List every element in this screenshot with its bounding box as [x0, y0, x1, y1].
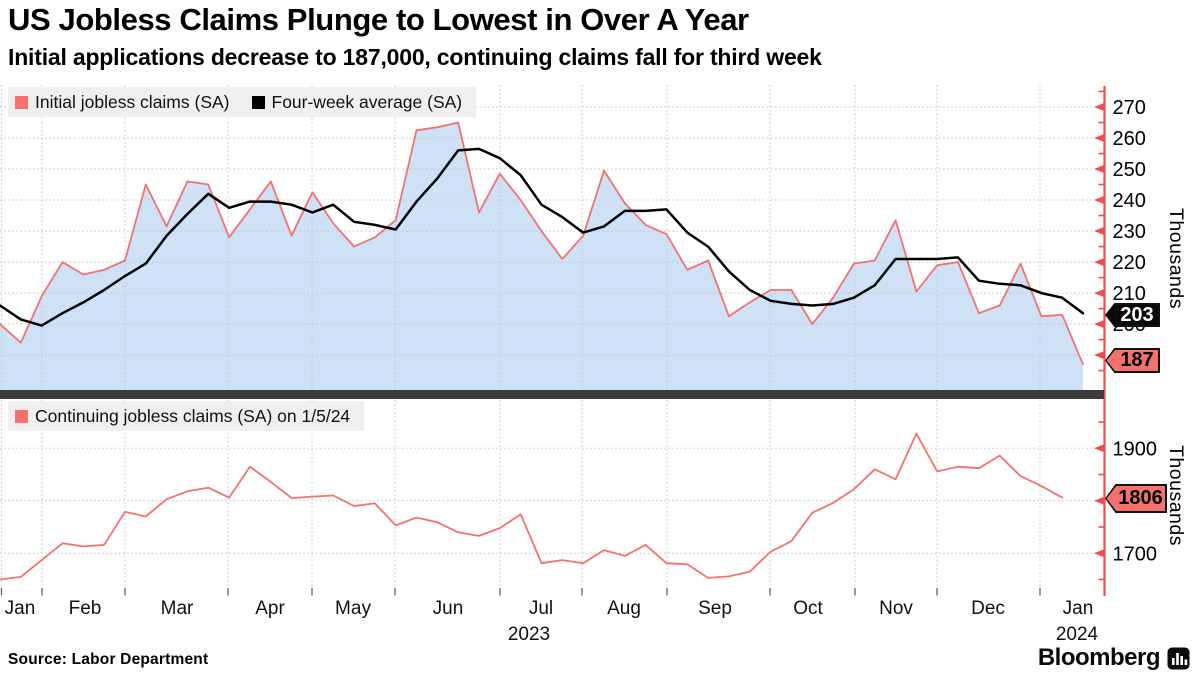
last-value-tag-initial-claims: 187: [1105, 348, 1160, 373]
source-credit: Source: Labor Department: [8, 651, 209, 668]
x-axis-month-label: Aug: [607, 598, 641, 619]
x-axis-month-label: Feb: [69, 598, 102, 619]
y-tick-arrow-icon: [1094, 102, 1106, 112]
area-fill-initial-jobless-claims: [0, 122, 1083, 392]
y-tick-label: 270: [1113, 97, 1146, 119]
y-tick-arrow-icon: [1094, 319, 1106, 329]
y-tick-arrow-icon: [1094, 133, 1106, 143]
legend-swatch-black-icon: [251, 95, 265, 109]
bloomberg-logo: Bloomberg: [1038, 644, 1190, 672]
legend-item-initial-claims: Initial jobless claims (SA): [15, 92, 230, 113]
y-tick-arrow-icon: [1094, 195, 1106, 205]
last-value-continuing-claims: 1806: [1118, 487, 1163, 509]
page-subtitle: Initial applications decrease to 187,000…: [8, 44, 822, 70]
last-value-tag-continuing-claims: 1806: [1105, 484, 1167, 513]
x-axis-month-label: Jan: [5, 598, 36, 619]
y-tick-label: 260: [1113, 128, 1146, 150]
x-axis-month-label: Jun: [433, 598, 464, 619]
legend-item-continuing-claims: Continuing jobless claims (SA) on 1/5/24: [15, 406, 350, 427]
y-tick-label: 210: [1113, 283, 1146, 305]
y-tick-arrow-icon: [1094, 226, 1106, 236]
last-value-tag-four-week-average: 203: [1105, 303, 1160, 327]
y-tick-arrow-icon: [1094, 443, 1106, 453]
legend-label: Initial jobless claims (SA): [35, 91, 230, 112]
series-line-four-week-average: [0, 147, 1085, 327]
y-tick-label: 230: [1113, 221, 1146, 243]
legend-swatch-red-icon: [15, 95, 28, 109]
panel-divider[interactable]: [0, 389, 1104, 399]
x-axis-year-label: 2023: [508, 624, 550, 645]
legend-bottom-chart: Continuing jobless claims (SA) on 1/5/24: [8, 401, 365, 431]
page-title: US Jobless Claims Plunge to Lowest in Ov…: [8, 2, 749, 37]
legend-top-chart: Initial jobless claims (SA) Four-week av…: [8, 87, 477, 117]
legend-label: Four-week average (SA): [271, 91, 463, 112]
x-axis-month-label: Jan: [1063, 598, 1094, 619]
y-tick-arrow-icon: [1094, 496, 1106, 506]
last-value-initial-claims: 187: [1120, 349, 1154, 371]
bloomberg-terminal-icon: [1167, 647, 1190, 669]
bloomberg-wordmark: Bloomberg: [1037, 644, 1161, 671]
x-axis-month-label: Nov: [879, 598, 913, 619]
x-axis-month-label: Sep: [698, 598, 732, 619]
y-tick-arrow-icon: [1094, 548, 1106, 558]
series-line-continuing-jobless-claims: [0, 432, 1064, 581]
y-tick-arrow-icon: [1094, 164, 1106, 174]
y-tick-label: 1700: [1113, 543, 1158, 565]
series-line-initial-jobless-claims: [0, 121, 1084, 366]
x-axis-month-label: Apr: [255, 598, 285, 619]
x-axis-month-label: Mar: [161, 598, 194, 619]
x-axis-month-label: Dec: [971, 598, 1005, 619]
y-tick-arrow-icon: [1094, 288, 1106, 298]
y-axis-unit-top: Thousands: [1165, 208, 1187, 309]
x-axis-month-label: Jul: [529, 598, 553, 619]
y-tick-arrow-icon: [1094, 350, 1106, 360]
legend-item-four-week-average: Four-week average (SA): [251, 91, 463, 113]
legend-label: Continuing jobless claims (SA) on 1/5/24: [35, 405, 351, 426]
x-axis-year-label: 2024: [1056, 624, 1099, 645]
x-axis-month-label: May: [335, 598, 371, 619]
legend-swatch-red-icon: [15, 409, 28, 423]
y-tick-arrow-icon: [1094, 257, 1106, 267]
y-tick-label: 1900: [1113, 438, 1158, 460]
y-axis-unit-bottom: Thousands: [1165, 445, 1187, 546]
y-tick-label: 250: [1113, 159, 1146, 181]
y-tick-label: 240: [1113, 190, 1146, 212]
last-value-four-week-average: 203: [1120, 303, 1154, 326]
x-axis-month-label: Oct: [793, 598, 823, 619]
y-tick-label: 220: [1113, 252, 1146, 274]
